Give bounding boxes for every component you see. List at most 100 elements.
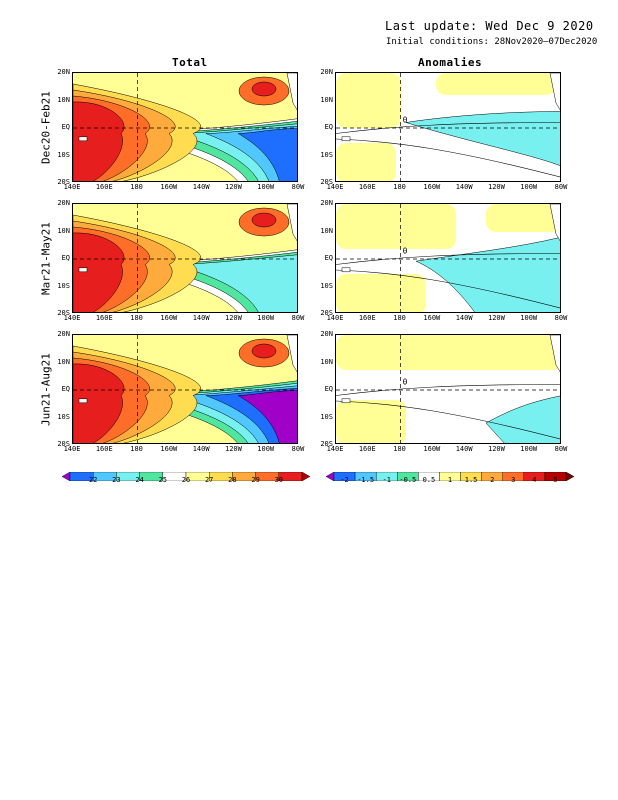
anomalies-colorbar-label: 1 xyxy=(447,476,453,484)
lon-tick-label: 120W xyxy=(487,445,505,453)
lon-tick-label: 160E xyxy=(95,183,113,191)
lon-tick-label: 120W xyxy=(487,183,505,191)
lon-tick-label: 160E xyxy=(95,314,113,322)
lon-tick-label: 160W xyxy=(423,314,441,322)
lon-tick-label: 180 xyxy=(393,445,406,453)
lat-tick-label: EQ xyxy=(324,123,333,131)
total-colorbar-label: 25 xyxy=(158,476,168,484)
total-colorbar-label: 26 xyxy=(181,476,191,484)
total-colorbar-label: 23 xyxy=(112,476,121,484)
lon-tick-label: 140E xyxy=(63,314,81,322)
lon-tick-label: 140E xyxy=(63,183,81,191)
lat-tick-label: 10N xyxy=(57,226,70,235)
total-map-row-1 xyxy=(72,72,298,182)
lon-tick-label: 180 xyxy=(393,314,406,322)
lat-tick-label: 20N xyxy=(57,199,70,207)
lon-tick-label: 160E xyxy=(358,445,376,453)
total-colorbar-label: 30 xyxy=(274,476,284,484)
anomalies-column-title: Anomalies xyxy=(418,56,483,69)
lat-tick-label: EQ xyxy=(61,123,70,131)
lon-tick-label: 160W xyxy=(160,314,178,322)
anomalies-colorbar-label: 1.5 xyxy=(464,476,478,484)
lat-tick-label: 20N xyxy=(320,330,333,338)
lat-tick-label: 10N xyxy=(57,357,70,366)
lon-tick-label: 160E xyxy=(358,183,376,191)
anomalies-colorbar xyxy=(325,466,575,482)
lat-tick-label: 10N xyxy=(320,95,333,104)
lon-tick-label: 100W xyxy=(520,314,538,322)
lon-tick-label: 180 xyxy=(130,445,143,453)
lon-tick-label: 100W xyxy=(520,183,538,191)
lon-tick-label: 120W xyxy=(224,445,242,453)
anomalies-colorbar-label: 4 xyxy=(532,476,537,484)
lon-tick-label: 160W xyxy=(423,445,441,453)
zero-contour-label: 0 xyxy=(403,378,408,387)
total-colorbar xyxy=(61,466,311,482)
lat-tick-label: 20S xyxy=(320,309,333,317)
lon-tick-label: 180 xyxy=(130,183,143,191)
lat-tick-label: EQ xyxy=(324,385,333,393)
lon-tick-label: 100W xyxy=(257,314,275,322)
lon-tick-label: 140W xyxy=(455,183,473,191)
total-colorbar-label: 27 xyxy=(204,476,214,484)
anomalies-colorbar-label: 0.5 xyxy=(422,476,436,484)
lon-tick-label: 140W xyxy=(192,314,210,322)
lat-tick-label: 10N xyxy=(57,95,70,104)
lon-tick-label: 120W xyxy=(487,314,505,322)
lat-tick-label: 10S xyxy=(57,281,70,290)
lat-tick-label: 20S xyxy=(57,309,70,317)
anomalies-map-row-1: 0 xyxy=(335,72,561,182)
lon-tick-label: 160W xyxy=(160,183,178,191)
lon-tick-label: 80W xyxy=(291,445,305,453)
lon-tick-label: 100W xyxy=(257,445,275,453)
lon-tick-label: 140W xyxy=(192,183,210,191)
anomalies-map-row-2: 0 xyxy=(335,203,561,313)
zero-contour-label: 0 xyxy=(403,247,408,256)
lon-tick-label: 160E xyxy=(358,314,376,322)
lat-tick-label: EQ xyxy=(61,254,70,262)
lat-tick-label: 20S xyxy=(57,440,70,448)
lat-tick-label: 20S xyxy=(320,178,333,186)
lon-tick-label: 180 xyxy=(393,183,406,191)
lon-tick-label: 120W xyxy=(224,183,242,191)
lat-tick-label: EQ xyxy=(61,385,70,393)
lon-tick-label: 160E xyxy=(95,445,113,453)
lon-tick-label: 160W xyxy=(160,445,178,453)
total-colorbar-label: 24 xyxy=(135,476,144,484)
anomalies-colorbar-label: -1.5 xyxy=(357,476,375,484)
total-map-row-2 xyxy=(72,203,298,313)
lon-tick-label: 140E xyxy=(326,183,344,191)
lon-tick-label: 140E xyxy=(326,314,344,322)
lon-tick-label: 140E xyxy=(326,445,344,453)
lon-tick-label: 80W xyxy=(291,183,305,191)
anomalies-colorbar-label: -1 xyxy=(382,476,391,484)
lat-tick-label: 10S xyxy=(320,281,333,290)
total-colorbar-label: 29 xyxy=(251,476,260,484)
total-map-row-3 xyxy=(72,334,298,444)
lat-tick-label: 20N xyxy=(57,330,70,338)
last-update-text: Last update: Wed Dec 9 2020 xyxy=(385,19,594,33)
lat-tick-label: 20S xyxy=(320,440,333,448)
zero-contour-label: 0 xyxy=(403,116,408,125)
lon-tick-label: 100W xyxy=(257,183,275,191)
lon-tick-label: 180 xyxy=(130,314,143,322)
lat-tick-label: 10N xyxy=(320,226,333,235)
anomalies-colorbar-label: -0.5 xyxy=(399,476,417,484)
lon-tick-label: 140E xyxy=(63,445,81,453)
lat-tick-label: 10S xyxy=(57,412,70,421)
lon-tick-label: 160W xyxy=(423,183,441,191)
lon-tick-label: 140W xyxy=(455,314,473,322)
anomalies-colorbar-label: 2 xyxy=(490,476,495,484)
lat-tick-label: 20N xyxy=(320,199,333,207)
lon-tick-label: 80W xyxy=(291,314,305,322)
lon-tick-label: 120W xyxy=(224,314,242,322)
lon-tick-label: 140W xyxy=(455,445,473,453)
lat-tick-label: 10S xyxy=(320,150,333,159)
anomalies-colorbar-label: -2 xyxy=(340,476,349,484)
lat-tick-label: 10S xyxy=(320,412,333,421)
lon-tick-label: 80W xyxy=(554,314,568,322)
lat-tick-label: 20N xyxy=(57,68,70,76)
lat-tick-label: 10N xyxy=(320,357,333,366)
lat-tick-label: EQ xyxy=(324,254,333,262)
total-colorbar-label: 28 xyxy=(228,476,237,484)
